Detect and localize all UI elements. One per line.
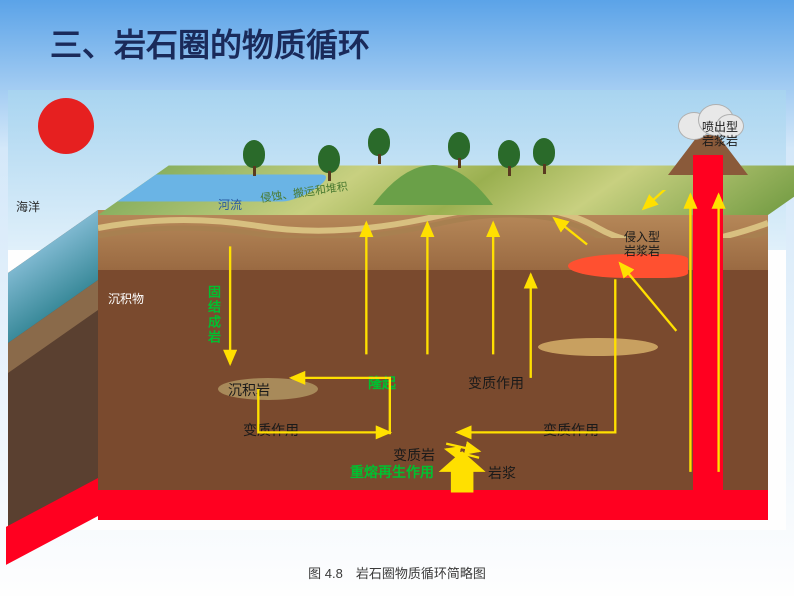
ocean-label: 海洋: [16, 198, 40, 215]
magma-layer: [98, 490, 768, 520]
metamorphism-label-2: 变质作用: [468, 373, 524, 393]
remelting-label: 重熔再生作用: [350, 462, 434, 482]
volcano-conduit: [693, 155, 723, 503]
river-label: 河流: [218, 196, 242, 213]
intrusive-label: 侵入型岩浆岩: [624, 230, 660, 259]
hill-icon: [373, 145, 493, 205]
uplift-label: 隆起: [368, 373, 396, 393]
earth-block: 沉积物 沉积岩 变质岩 岩浆 重熔再生作用 固结成岩 隆起 变质作用 变质作用 …: [68, 190, 768, 500]
intrusive-lens: [538, 338, 658, 356]
sediment-label: 沉积物: [108, 290, 144, 307]
rock-cycle-diagram: 海洋: [8, 90, 786, 530]
figure-caption: 图 4.8 岩石圈物质循环简略图: [0, 563, 794, 582]
title-bar: 三、岩石圈的物质循环: [0, 0, 794, 76]
extrusive-label: 喷出型岩浆岩: [702, 120, 738, 149]
page-title: 三、岩石圈的物质循环: [50, 20, 794, 66]
sun-icon: [38, 98, 94, 154]
consolidation-label: 固结成岩: [204, 285, 223, 345]
magma-label: 岩浆: [488, 463, 516, 483]
metamorphism-label-3: 变质作用: [543, 420, 599, 440]
sedimentary-rock-label: 沉积岩: [228, 380, 270, 400]
metamorphism-label-1: 变质作用: [243, 420, 299, 440]
